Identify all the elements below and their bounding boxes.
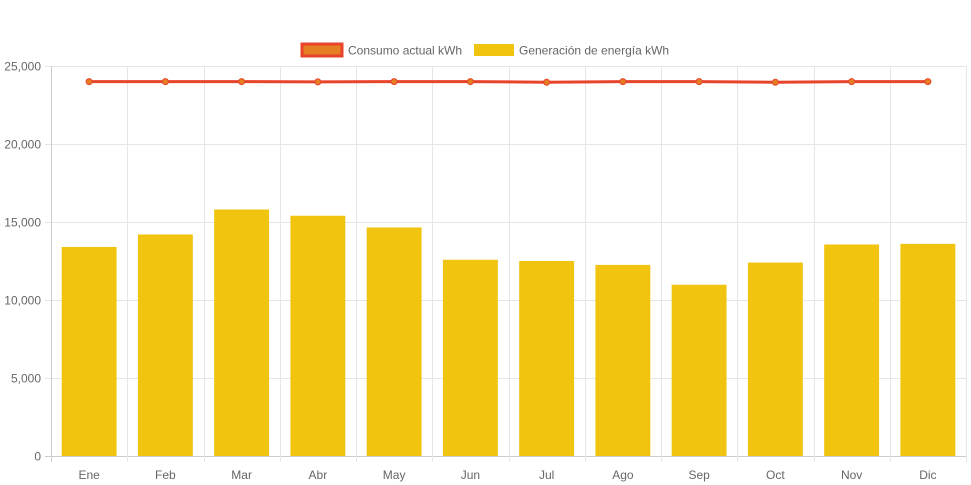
- bar[interactable]: [366, 227, 422, 456]
- bar[interactable]: [519, 261, 575, 456]
- line-point[interactable]: [85, 78, 93, 86]
- legend: Consumo actual kWh Generación de energía…: [300, 42, 669, 58]
- grid: [45, 66, 967, 462]
- line-point[interactable]: [390, 78, 398, 86]
- y-tick-label: 5,000: [11, 372, 41, 386]
- y-tick-label: 0: [34, 450, 41, 464]
- bar[interactable]: [61, 246, 117, 456]
- legend-item-generacion[interactable]: Generación de energía kWh: [474, 44, 669, 58]
- line-series: [85, 78, 932, 86]
- x-tick-label: May: [383, 468, 406, 482]
- axes: 0 5,000 10,000 15,000 20,000 25,000 Ene Feb Mar A…: [4, 60, 936, 483]
- x-tick-label: Sep: [688, 468, 710, 482]
- line-point[interactable]: [619, 78, 627, 86]
- line-point[interactable]: [848, 78, 856, 86]
- x-tick-label: Ago: [612, 468, 634, 482]
- y-tick-label: 10,000: [4, 294, 41, 308]
- line-point[interactable]: [543, 78, 551, 86]
- x-tick-label: Oct: [766, 468, 785, 482]
- legend-swatch-consumo: [300, 42, 344, 58]
- line-point[interactable]: [771, 78, 779, 86]
- x-tick-label: Abr: [309, 468, 328, 482]
- line-point[interactable]: [924, 78, 932, 86]
- x-tick-label: Feb: [155, 468, 176, 482]
- bar[interactable]: [824, 244, 880, 456]
- bar-series: [61, 209, 956, 456]
- line-point[interactable]: [238, 78, 246, 86]
- legend-label-consumo: Consumo actual kWh: [348, 44, 462, 58]
- y-tick-label: 20,000: [4, 138, 41, 152]
- bar[interactable]: [137, 234, 193, 456]
- bar[interactable]: [290, 215, 346, 456]
- bar[interactable]: [747, 262, 803, 456]
- x-tick-label: Mar: [231, 468, 252, 482]
- bar[interactable]: [900, 243, 956, 456]
- x-tick-label: Jul: [539, 468, 554, 482]
- x-tick-label: Ene: [78, 468, 100, 482]
- y-tick-label: 25,000: [4, 60, 41, 74]
- line-path: [89, 80, 928, 84]
- x-tick-label: Jun: [461, 468, 480, 482]
- bar[interactable]: [442, 259, 498, 456]
- legend-label-generacion: Generación de energía kWh: [519, 44, 669, 58]
- bar[interactable]: [595, 264, 651, 456]
- x-tick-label: Nov: [841, 468, 862, 482]
- legend-swatch-generacion: [474, 44, 514, 56]
- line-point[interactable]: [161, 78, 169, 86]
- bar[interactable]: [671, 284, 727, 456]
- bar[interactable]: [214, 209, 270, 456]
- line-point[interactable]: [466, 78, 474, 86]
- x-tick-label: Dic: [919, 468, 936, 482]
- line-point[interactable]: [695, 78, 703, 86]
- legend-item-consumo[interactable]: Consumo actual kWh: [300, 42, 462, 58]
- y-tick-label: 15,000: [4, 216, 41, 230]
- line-point[interactable]: [314, 78, 322, 86]
